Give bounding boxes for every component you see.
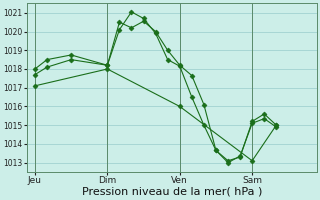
X-axis label: Pression niveau de la mer( hPa ): Pression niveau de la mer( hPa ) [82,187,262,197]
